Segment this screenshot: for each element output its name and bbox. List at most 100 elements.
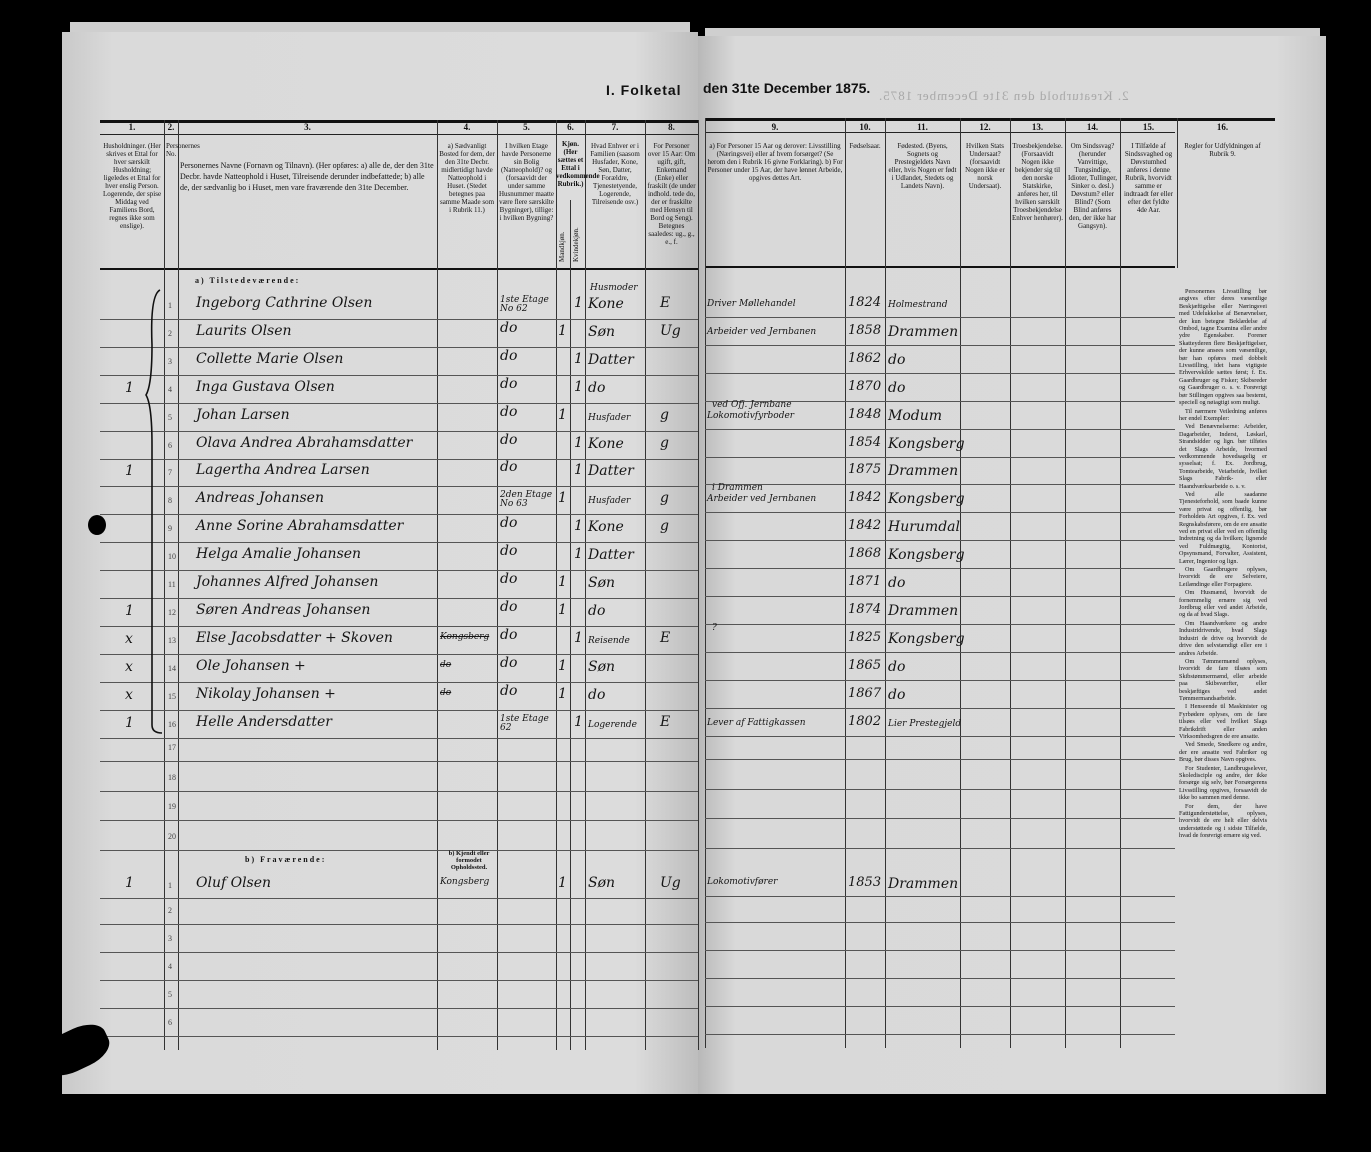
column-header: Kjøn. (Her sættes et Ettal i vedkommende… <box>556 140 600 188</box>
family-role: Datter <box>588 547 634 564</box>
family-role: Søn <box>588 875 616 891</box>
birthplace: Kongsberg <box>888 547 965 564</box>
row-rule <box>100 898 698 899</box>
family-role: Husfader <box>588 496 631 507</box>
page-edge <box>705 28 1320 36</box>
row-rule <box>100 625 698 627</box>
marital-status: Ug <box>660 322 681 339</box>
sex-male: 1 <box>558 490 567 507</box>
row-rule <box>100 458 698 460</box>
row-rule <box>705 428 1175 430</box>
floor: do <box>500 347 518 364</box>
row-rule <box>705 818 1175 819</box>
birthplace: Kongsberg <box>888 435 965 452</box>
marital-status: Ug <box>660 875 681 891</box>
birth-year: 1875 <box>848 462 882 478</box>
row-rule <box>100 709 698 711</box>
birthplace: Drammen <box>888 323 959 340</box>
column-number: 6. <box>567 122 574 132</box>
row-number: 1 <box>168 881 172 890</box>
floor: do <box>500 319 518 336</box>
row-rule <box>100 924 698 925</box>
column-number: 3. <box>304 122 311 132</box>
person-name: Else Jacobsdatter + Skoven <box>196 629 393 646</box>
occupation: Lokomotivfyrboder <box>707 410 795 421</box>
family-role: Kone <box>588 435 624 452</box>
row-rule <box>705 344 1175 346</box>
family-role: Reisende <box>588 635 630 646</box>
rules-paragraph: For Studenter, Landbrugselever, Skoledis… <box>1179 764 1267 802</box>
floor: do <box>500 598 518 615</box>
row-number: 6 <box>168 1018 172 1027</box>
column-subheader: Kvindekjøn. <box>572 227 580 262</box>
row-rule <box>705 735 1175 737</box>
marital-status: g <box>660 406 669 423</box>
column-rule <box>570 200 571 1050</box>
rules-paragraph: Ved Smede, Snedkere og andre, der ere an… <box>1179 741 1267 764</box>
column-header: Fødselsaar. <box>849 142 881 150</box>
sex-female: 1 <box>574 434 583 451</box>
row-number: 12 <box>168 607 176 617</box>
column-header: a) Sædvanligt Bosted for dem, der den 31… <box>439 142 495 214</box>
birth-year: 1858 <box>848 322 882 338</box>
column-rule <box>497 120 498 1050</box>
sex-female: 1 <box>574 629 583 646</box>
family-role: Søn <box>588 575 616 591</box>
row-number: 3 <box>168 356 172 366</box>
rules-paragraph: Om Tømmermænd oplyses, hvorvidt de fare … <box>1179 657 1267 702</box>
row-rule <box>100 346 698 348</box>
column-number: 12. <box>979 122 991 132</box>
column-number: 2. <box>167 122 175 132</box>
row-number: 4 <box>168 384 172 394</box>
floor: do <box>500 375 518 392</box>
row-rule <box>100 570 698 572</box>
column-header: Regler for Udfyldningen af Rubrik 9. <box>1184 142 1261 158</box>
household-mark: 1 <box>125 379 134 396</box>
row-rule <box>705 1034 1175 1035</box>
row-number: 6 <box>168 440 172 450</box>
birthplace: Lier Prestegjeld <box>888 718 962 729</box>
usual-residence: do <box>440 659 452 670</box>
family-role: Datter <box>588 463 634 480</box>
birthplace: Kongsberg <box>888 491 965 508</box>
person-name: Anne Sorine Abrahamsdatter <box>196 518 404 535</box>
person-name: Helga Amalie Johansen <box>196 546 362 563</box>
column-rule <box>164 120 165 1050</box>
sex-female: 1 <box>574 546 583 563</box>
page-edge <box>70 22 690 32</box>
sex-male: 1 <box>558 601 567 618</box>
column-header: I Tilfælde af Sindssvaghed og Døvstumhed… <box>1124 142 1173 214</box>
column-header: Hvilken Stats Undersaat? (forsaavidt Nog… <box>965 142 1005 190</box>
row-number: 19 <box>168 802 176 811</box>
column-header: For Personer over 15 Aar: Om ugift, gift… <box>647 142 696 246</box>
family-role: Datter <box>588 351 634 368</box>
birth-year: 1842 <box>848 490 882 506</box>
column-rule <box>585 120 586 1050</box>
row-rule <box>705 568 1175 570</box>
row-number: 1 <box>168 301 172 310</box>
sex-female: 1 <box>574 713 583 730</box>
column-number: 14. <box>1086 122 1099 132</box>
row-rule <box>705 372 1175 374</box>
row-rule <box>705 1006 1175 1007</box>
sex-female: 1 <box>574 378 583 395</box>
row-rule <box>705 484 1175 486</box>
rules-paragraph: Ved alle saadanne Tjenesteforhold, som b… <box>1179 490 1267 565</box>
column-rule <box>845 118 846 1048</box>
birthplace: Holmestrand <box>888 300 948 310</box>
right-page <box>698 36 1326 1094</box>
row-rule <box>705 788 1175 790</box>
column-header: I hvilken Etage havde Personerne sin Bol… <box>499 142 555 222</box>
household-mark: 1 <box>125 875 134 891</box>
floor: do <box>500 682 518 699</box>
row-number: 15 <box>168 691 176 701</box>
row-rule <box>100 542 698 544</box>
floor: 1ste Etage 62 <box>500 713 549 733</box>
family-role-note: Husmoder <box>590 283 638 293</box>
rules-paragraph: Ved Benævnelserne: Arbeider, Dagarbeider… <box>1179 423 1267 490</box>
sex-male: 1 <box>558 657 567 674</box>
column-number: 13. <box>1031 122 1044 132</box>
row-rule <box>100 374 698 376</box>
column-number: 10. <box>859 122 871 132</box>
row-number: 20 <box>168 831 176 841</box>
